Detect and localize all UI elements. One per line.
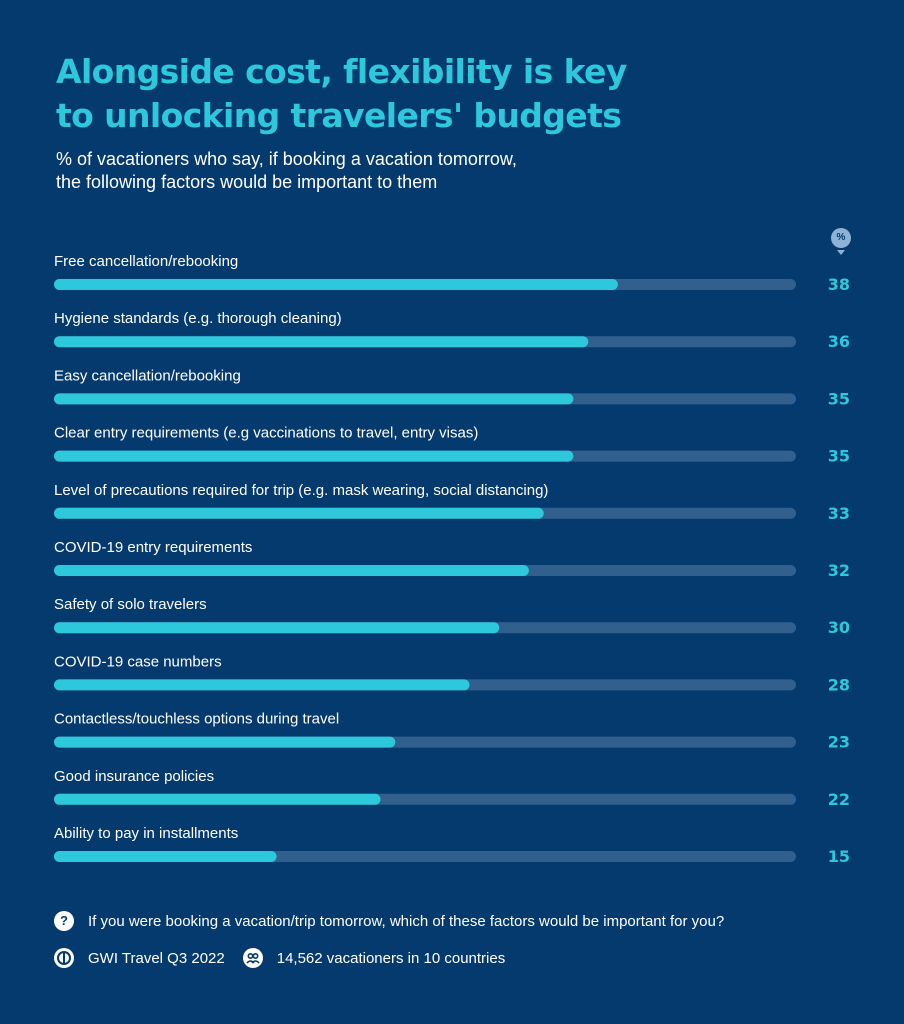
bar xyxy=(54,851,277,862)
value-label: 30 xyxy=(828,618,850,637)
category-label: Safety of solo travelers xyxy=(54,596,207,613)
bar xyxy=(54,336,589,348)
value-label: 22 xyxy=(828,790,850,809)
bar xyxy=(54,507,544,519)
bar xyxy=(54,450,574,462)
chart-title-line-2: to unlocking travelers' budgets xyxy=(56,96,622,135)
value-label: 28 xyxy=(828,675,850,694)
survey-question: If you were booking a vacation/trip tomo… xyxy=(88,912,725,930)
bar xyxy=(54,565,529,576)
category-label: Level of precautions required for trip (… xyxy=(54,482,548,499)
category-label: Contactless/touchless options during tra… xyxy=(54,711,339,728)
value-label: 35 xyxy=(828,447,850,466)
bar xyxy=(54,393,574,405)
value-label: 38 xyxy=(828,275,850,294)
chart-title: Alongside cost, flexibility is key to un… xyxy=(56,50,756,138)
category-label: COVID-19 case numbers xyxy=(54,653,222,670)
value-label: 35 xyxy=(828,389,850,408)
category-label: Ability to pay in installments xyxy=(54,825,238,842)
category-label: Clear entry requirements (e.g vaccinatio… xyxy=(54,425,478,442)
sample-size: 14,562 vacationers in 10 countries xyxy=(276,949,506,967)
bar xyxy=(54,736,396,748)
bar xyxy=(54,622,500,634)
category-label: Easy cancellation/rebooking xyxy=(54,367,241,384)
chart-subtitle-line-2: the following factors would be important… xyxy=(56,172,438,192)
value-label: 15 xyxy=(828,847,850,866)
gwi-logo-icon xyxy=(54,948,74,968)
value-label: 23 xyxy=(828,733,850,752)
bar xyxy=(54,679,470,691)
question-icon: ? xyxy=(54,911,74,931)
category-label: Good insurance policies xyxy=(54,768,214,785)
chart-title-line-1: Alongside cost, flexibility is key xyxy=(56,52,627,91)
category-label: Free cancellation/rebooking xyxy=(54,253,238,270)
value-label: 36 xyxy=(828,332,850,351)
category-label: Hygiene standards (e.g. thorough cleanin… xyxy=(54,310,342,327)
value-label: 33 xyxy=(828,504,850,523)
people-icon xyxy=(242,948,263,968)
chart-subtitle-line-1: % of vacationers who say, if booking a v… xyxy=(56,149,517,169)
chart-subtitle: % of vacationers who say, if booking a v… xyxy=(56,148,756,194)
category-label: COVID-19 entry requirements xyxy=(54,539,252,556)
bar xyxy=(54,279,618,290)
percent-unit-badge: % xyxy=(831,228,851,255)
bar xyxy=(54,793,381,805)
value-label: 32 xyxy=(828,561,850,580)
footer-source-row: GWI Travel Q3 2022 14,562 vacationers in… xyxy=(54,948,505,968)
footer-question-row: ? If you were booking a vacation/trip to… xyxy=(54,911,724,931)
data-source: GWI Travel Q3 2022 xyxy=(88,949,225,967)
